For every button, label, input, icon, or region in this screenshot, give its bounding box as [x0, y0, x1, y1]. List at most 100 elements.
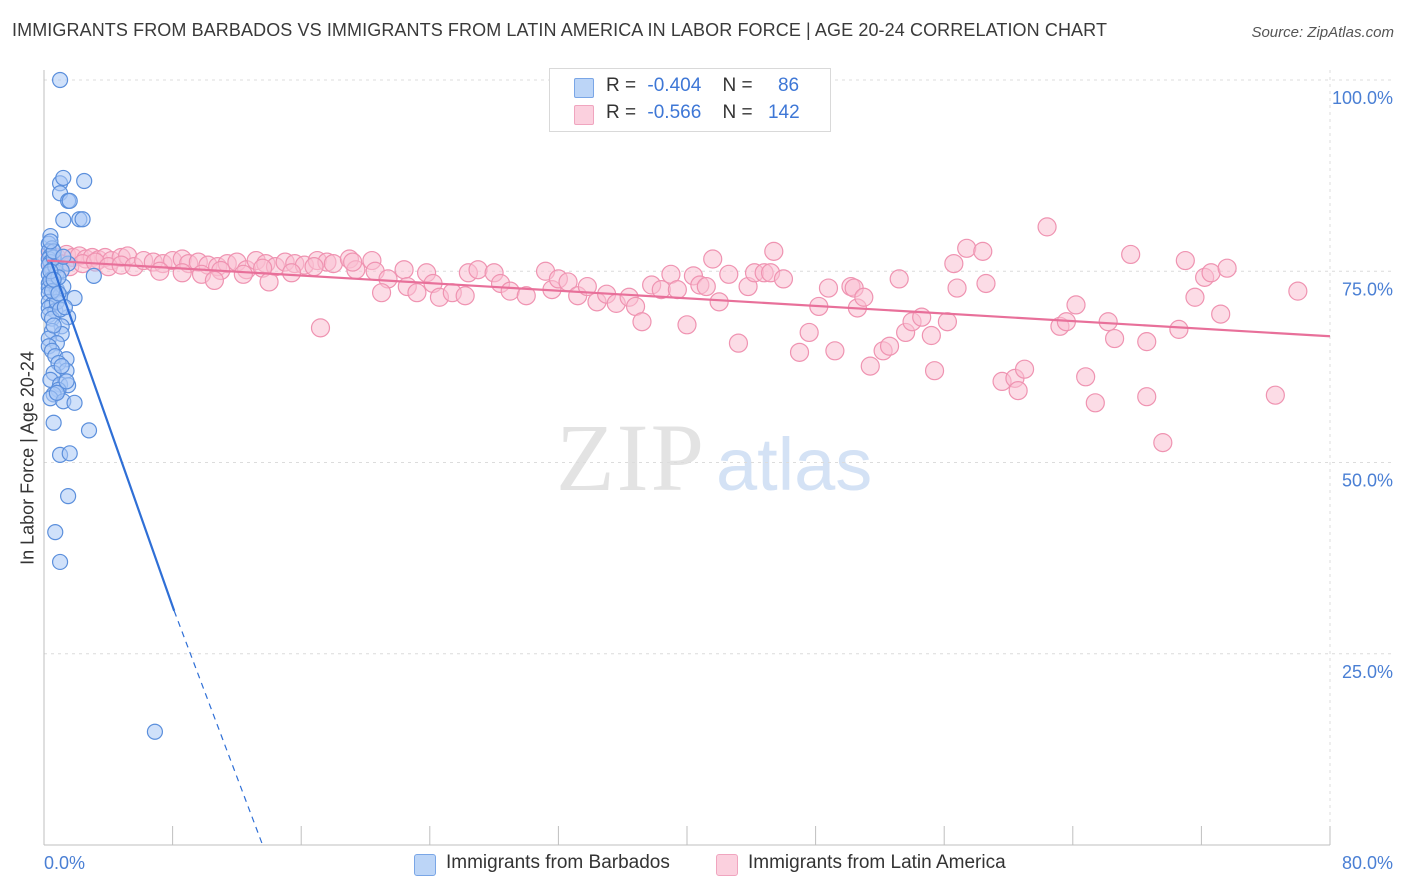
- x-tick-label: 0.0%: [44, 853, 85, 873]
- bottom-legend-label-barbados: Immigrants from Barbados: [446, 852, 670, 873]
- latin-america-point: [1066, 295, 1086, 315]
- latin-america-point: [1217, 258, 1237, 278]
- y-axis-label: In Labor Force | Age 20-24: [17, 351, 38, 565]
- barbados-point: [61, 445, 78, 462]
- latin-america-point: [889, 269, 909, 289]
- latin-america-point: [860, 356, 880, 376]
- latin-america-point: [1121, 244, 1141, 265]
- bottom-legend-label-latin-america: Immigrants from Latin America: [748, 852, 1006, 873]
- barbados-point: [51, 553, 69, 571]
- latin-america-point: [304, 257, 324, 277]
- barbados-point: [47, 524, 64, 541]
- latin-america-point: [172, 263, 192, 283]
- barbados-point: [45, 414, 62, 431]
- barbados-point: [66, 394, 83, 411]
- barbados-point: [74, 211, 91, 228]
- barbados-point: [42, 233, 59, 250]
- latin-america-point: [1185, 287, 1205, 307]
- latin-america-point: [1201, 263, 1221, 283]
- latin-america-point: [407, 283, 427, 303]
- x-tick-label: 80.0%: [1342, 853, 1393, 873]
- latin-america-point: [233, 264, 253, 284]
- latin-america-point: [1037, 217, 1057, 237]
- latin-america-trend-line: [47, 259, 1331, 338]
- latin-america-point: [854, 287, 874, 307]
- latin-america-point: [500, 281, 520, 301]
- latin-america-point: [1211, 304, 1231, 324]
- latin-america-point: [1085, 393, 1105, 413]
- legend-n-label: N =: [722, 75, 753, 96]
- latin-america-point: [976, 273, 996, 294]
- correlation-legend: R = -0.404 N = 86 R = -0.566 N = 142: [549, 68, 831, 132]
- latin-america-point: [1008, 380, 1028, 401]
- latin-america-point: [709, 292, 729, 312]
- legend-r-value-latin-america: -0.566: [647, 102, 702, 123]
- barbados-trend-line: [49, 259, 176, 612]
- latin-america-point: [696, 276, 716, 297]
- y-tick-label: 75.0%: [1342, 279, 1393, 299]
- latin-america-point: [789, 342, 810, 362]
- chart-title: IMMIGRANTS FROM BARBADOS VS IMMIGRANTS F…: [12, 20, 1108, 40]
- tick-labels: 100.0% 75.0% 50.0% 25.0% 0.0% 80.0%: [44, 88, 1393, 873]
- legend-r-label: R =: [606, 75, 637, 96]
- barbados-point: [61, 192, 78, 209]
- latin-america-point: [150, 261, 170, 281]
- latin-america-point: [1137, 332, 1157, 352]
- latin-america-point: [825, 341, 845, 361]
- latin-america-point: [632, 312, 652, 332]
- watermark-atlas: atlas: [716, 423, 872, 506]
- legend-n-value-barbados: 86: [777, 75, 800, 96]
- latin-america-point: [719, 264, 739, 284]
- barbados-point: [80, 422, 98, 439]
- barbados-point: [45, 317, 62, 334]
- latin-america-point: [394, 260, 414, 280]
- latin-america-point: [921, 325, 941, 346]
- latin-america-point: [973, 241, 993, 261]
- bottom-legend-swatch-barbados: [414, 854, 436, 876]
- legend-swatch-barbados: [574, 78, 594, 98]
- latin-america-point: [1169, 319, 1189, 339]
- latin-america-point: [1265, 385, 1285, 405]
- latin-america-point: [924, 361, 945, 381]
- barbados-point: [51, 71, 69, 89]
- barbados-point: [146, 723, 164, 740]
- latin-america-point: [703, 249, 723, 269]
- y-tick-label: 25.0%: [1342, 662, 1393, 682]
- legend-r-label: R =: [606, 102, 637, 123]
- barbados-point: [48, 384, 65, 401]
- latin-america-point: [1137, 387, 1157, 407]
- legend-r-value-barbados: -0.404: [647, 75, 702, 96]
- trend-lines: [47, 259, 1331, 846]
- latin-america-point: [773, 269, 794, 289]
- legend-n-label: N =: [722, 102, 753, 123]
- latin-america-point: [764, 241, 784, 261]
- axes: [43, 70, 1331, 846]
- latin-america-point: [818, 278, 839, 298]
- barbados-point: [58, 373, 75, 390]
- latin-america-point: [944, 254, 964, 274]
- latin-america-point: [937, 312, 958, 332]
- barbados-point: [53, 358, 70, 375]
- latin-america-point: [947, 278, 967, 298]
- latin-america-point: [799, 322, 819, 343]
- latin-america-point: [667, 280, 687, 300]
- latin-america-point: [204, 270, 224, 291]
- latin-america-point: [281, 263, 302, 283]
- legend-swatch-latin-america: [574, 105, 594, 125]
- latin-america-point: [677, 315, 697, 335]
- watermark-zip: ZIP: [556, 404, 706, 511]
- latin-america-point: [1175, 250, 1195, 271]
- y-tick-label: 50.0%: [1342, 471, 1393, 491]
- bottom-legend-swatch-latin-america: [716, 854, 738, 876]
- latin-america-point: [1076, 367, 1096, 387]
- barbados-trend-extension: [173, 610, 264, 846]
- latin-america-point: [455, 286, 475, 306]
- barbados-point: [85, 267, 102, 284]
- latin-america-point: [259, 272, 279, 292]
- watermark: ZIP atlas: [556, 404, 872, 511]
- latin-america-point: [468, 260, 488, 280]
- latin-america-point: [1288, 281, 1308, 301]
- barbados-point: [55, 169, 72, 187]
- latin-america-point: [323, 254, 343, 274]
- barbados-point: [55, 211, 72, 229]
